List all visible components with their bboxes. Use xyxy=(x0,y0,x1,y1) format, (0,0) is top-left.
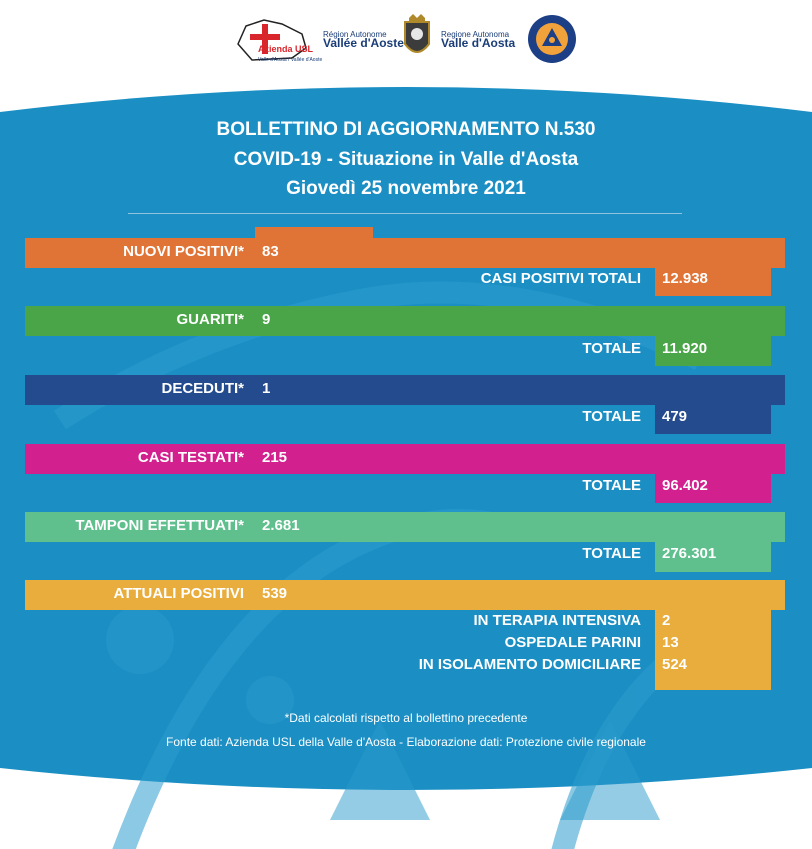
breakdown-value-ospedale-parini: 13 xyxy=(662,634,679,651)
value-attuali-positivi: 539 xyxy=(262,585,288,602)
total-label-deceduti: TOTALE xyxy=(582,408,641,425)
total-value-deceduti: 479 xyxy=(662,408,688,425)
value-deceduti: 1 xyxy=(262,380,271,397)
breakdown-value-isolamento-domiciliare: 524 xyxy=(662,656,688,673)
total-value-casi-testati: 96.402 xyxy=(662,477,708,494)
azienda-usl-name: Azienda USL xyxy=(258,44,314,54)
azienda-usl-sub: Valle d'Aosta / Vallée d'Aoste xyxy=(258,57,323,63)
header-divider xyxy=(128,213,682,214)
total-label-guariti: TOTALE xyxy=(582,340,641,357)
breakdown-label-terapia-intensiva: IN TERAPIA INTENSIVA xyxy=(473,612,641,629)
region-right-line1: Regione Autonoma xyxy=(441,30,510,39)
total-box-nuovi-positivi xyxy=(655,250,771,296)
label-nuovi-positivi: NUOVI POSITIVI* xyxy=(123,243,244,260)
region-left-line1: Région Autonome xyxy=(323,30,387,39)
region-right-line2: Valle d'Aosta xyxy=(441,36,516,50)
total-label-tamponi: TOTALE xyxy=(582,545,641,562)
region-left-line2: Vallée d'Aoste xyxy=(323,36,404,50)
breakdown-box-attuali xyxy=(655,596,771,690)
logo-strip: Azienda USL Valle d'Aosta / Vallée d'Aos… xyxy=(0,0,812,80)
bulletin-date: Giovedì 25 novembre 2021 xyxy=(286,178,526,199)
bulletin-title: BOLLETTINO DI AGGIORNAMENTO N.530 xyxy=(216,119,596,140)
value-nuovi-positivi: 83 xyxy=(262,243,279,260)
data-source: Fonte dati: Azienda USL della Valle d'Ao… xyxy=(166,735,646,749)
label-tamponi: TAMPONI EFFETTUATI* xyxy=(75,517,244,534)
label-guariti: GUARITI* xyxy=(176,311,245,328)
total-label-casi-testati: TOTALE xyxy=(582,477,641,494)
label-deceduti: DECEDUTI* xyxy=(161,380,244,397)
label-attuali-positivi: ATTUALI POSITIVI xyxy=(113,585,244,602)
value-tamponi: 2.681 xyxy=(262,517,300,534)
total-box-guariti xyxy=(655,320,771,366)
civil-protection-emblem xyxy=(528,15,576,63)
total-value-nuovi-positivi: 12.938 xyxy=(662,270,708,287)
azienda-usl-logo xyxy=(237,19,307,61)
region-coat-of-arms xyxy=(404,14,430,53)
breakdown-label-isolamento-domiciliare: IN ISOLAMENTO DOMICILIARE xyxy=(418,656,641,673)
value-casi-testati: 215 xyxy=(262,449,288,466)
bulletin-subtitle: COVID-19 - Situazione in Valle d'Aosta xyxy=(233,149,579,170)
breakdown-label-ospedale-parini: OSPEDALE PARINI xyxy=(504,634,641,651)
total-box-deceduti xyxy=(655,390,771,434)
total-label-nuovi-positivi: CASI POSITIVI TOTALI xyxy=(480,270,641,287)
total-value-guariti: 11.920 xyxy=(662,340,708,357)
footnote: *Dati calcolati rispetto al bollettino p… xyxy=(284,711,528,725)
value-guariti: 9 xyxy=(262,311,271,328)
total-box-tamponi xyxy=(655,526,771,572)
label-casi-testati: CASI TESTATI* xyxy=(137,449,244,466)
total-value-tamponi: 276.301 xyxy=(662,545,717,562)
total-box-casi-testati xyxy=(655,458,771,503)
breakdown-value-terapia-intensiva: 2 xyxy=(662,612,671,629)
